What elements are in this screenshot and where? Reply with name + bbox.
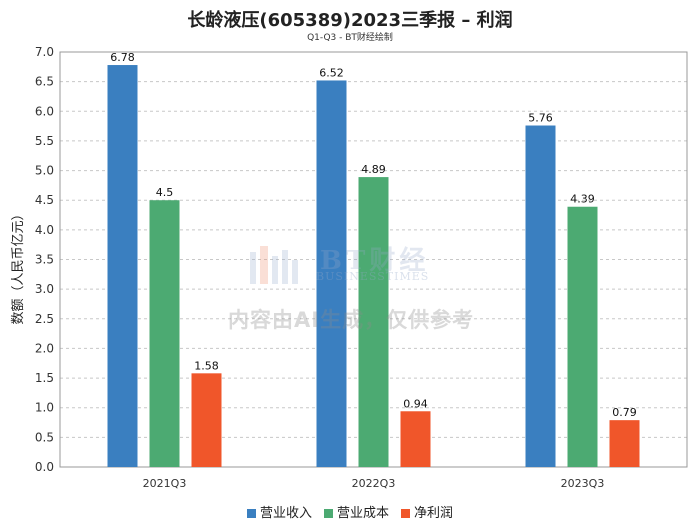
bar [316,80,347,467]
chart-subtitle: Q1-Q3 - BT财经绘制 [307,33,393,43]
legend-swatch [323,509,333,518]
bar [525,125,556,467]
bar [400,411,431,467]
bar [149,200,180,467]
bar-value-label: 1.58 [194,359,219,372]
y-axis-label: 数额（人民币亿元） [11,207,26,324]
legend-label: 净利润 [414,506,454,521]
watermark-brand-en: BUSINESSTIMES [316,270,430,283]
y-tick-label: 2.0 [35,341,54,355]
x-tick-label: 2021Q3 [143,477,187,490]
legend-swatch [246,509,256,518]
legend-item: 净利润 [401,502,453,521]
y-tick-label: 3.0 [35,282,54,296]
data-labels: 6.78 4.5 1.58 6.52 4.89 0.94 5.76 4.39 0.79 [110,51,637,419]
legend-item: 营业成本 [323,502,389,521]
y-tick-label: 6.5 [35,75,54,89]
y-tick-label: 7.0 [35,45,54,59]
y-tick-label: 3.5 [35,253,54,267]
y-tick-label: 0.0 [35,460,54,474]
legend-swatch [401,509,410,518]
legend: 营业收入 营业成本 净利润 [0,502,700,521]
bar-value-label: 4.39 [570,193,595,206]
x-tick-label: 2022Q3 [352,477,396,490]
bar [567,206,598,467]
y-tick-label: 4.5 [35,193,54,207]
legend-item: 营业收入 [246,502,312,521]
watermark-brand: BT财经 [320,246,430,276]
y-tick-label: 0.5 [35,430,54,444]
legend-label: 营业成本 [336,506,389,521]
bar-value-label: 4.89 [361,163,386,176]
legend-label: 营业收入 [259,506,312,521]
bar [107,65,138,468]
bar-value-label: 4.5 [156,186,174,199]
y-tick-label: 5.0 [35,164,54,178]
x-tick-label: 2023Q3 [561,477,605,490]
watermark-notice: 内容由AI生成，仅供参考 [228,308,475,332]
bar [191,373,222,467]
y-tick-label: 4.0 [35,223,54,237]
bar-value-label: 5.76 [528,112,553,125]
y-tick-label: 1.5 [35,371,54,385]
y-tick-label: 5.5 [35,134,54,148]
bar-value-label: 0.79 [612,406,637,419]
y-tick-label: 2.5 [35,312,54,326]
bars [107,65,640,468]
bar [609,420,640,467]
bar [358,177,389,468]
bar-value-label: 0.94 [403,397,428,410]
bar-value-label: 6.52 [319,66,344,79]
axes: 0.0 0.5 1.0 1.5 2.0 2.5 3.0 3.5 4.0 4.5 5.0 5.5 6.0 6… [35,45,688,490]
y-tick-label: 6.0 [35,104,54,118]
watermark-logo-icon [246,242,304,288]
bar-value-label: 6.78 [110,51,135,64]
chart-title: 长龄液压(605389)2023三季报 – 利润 [187,10,513,31]
y-tick-label: 1.0 [35,401,54,415]
